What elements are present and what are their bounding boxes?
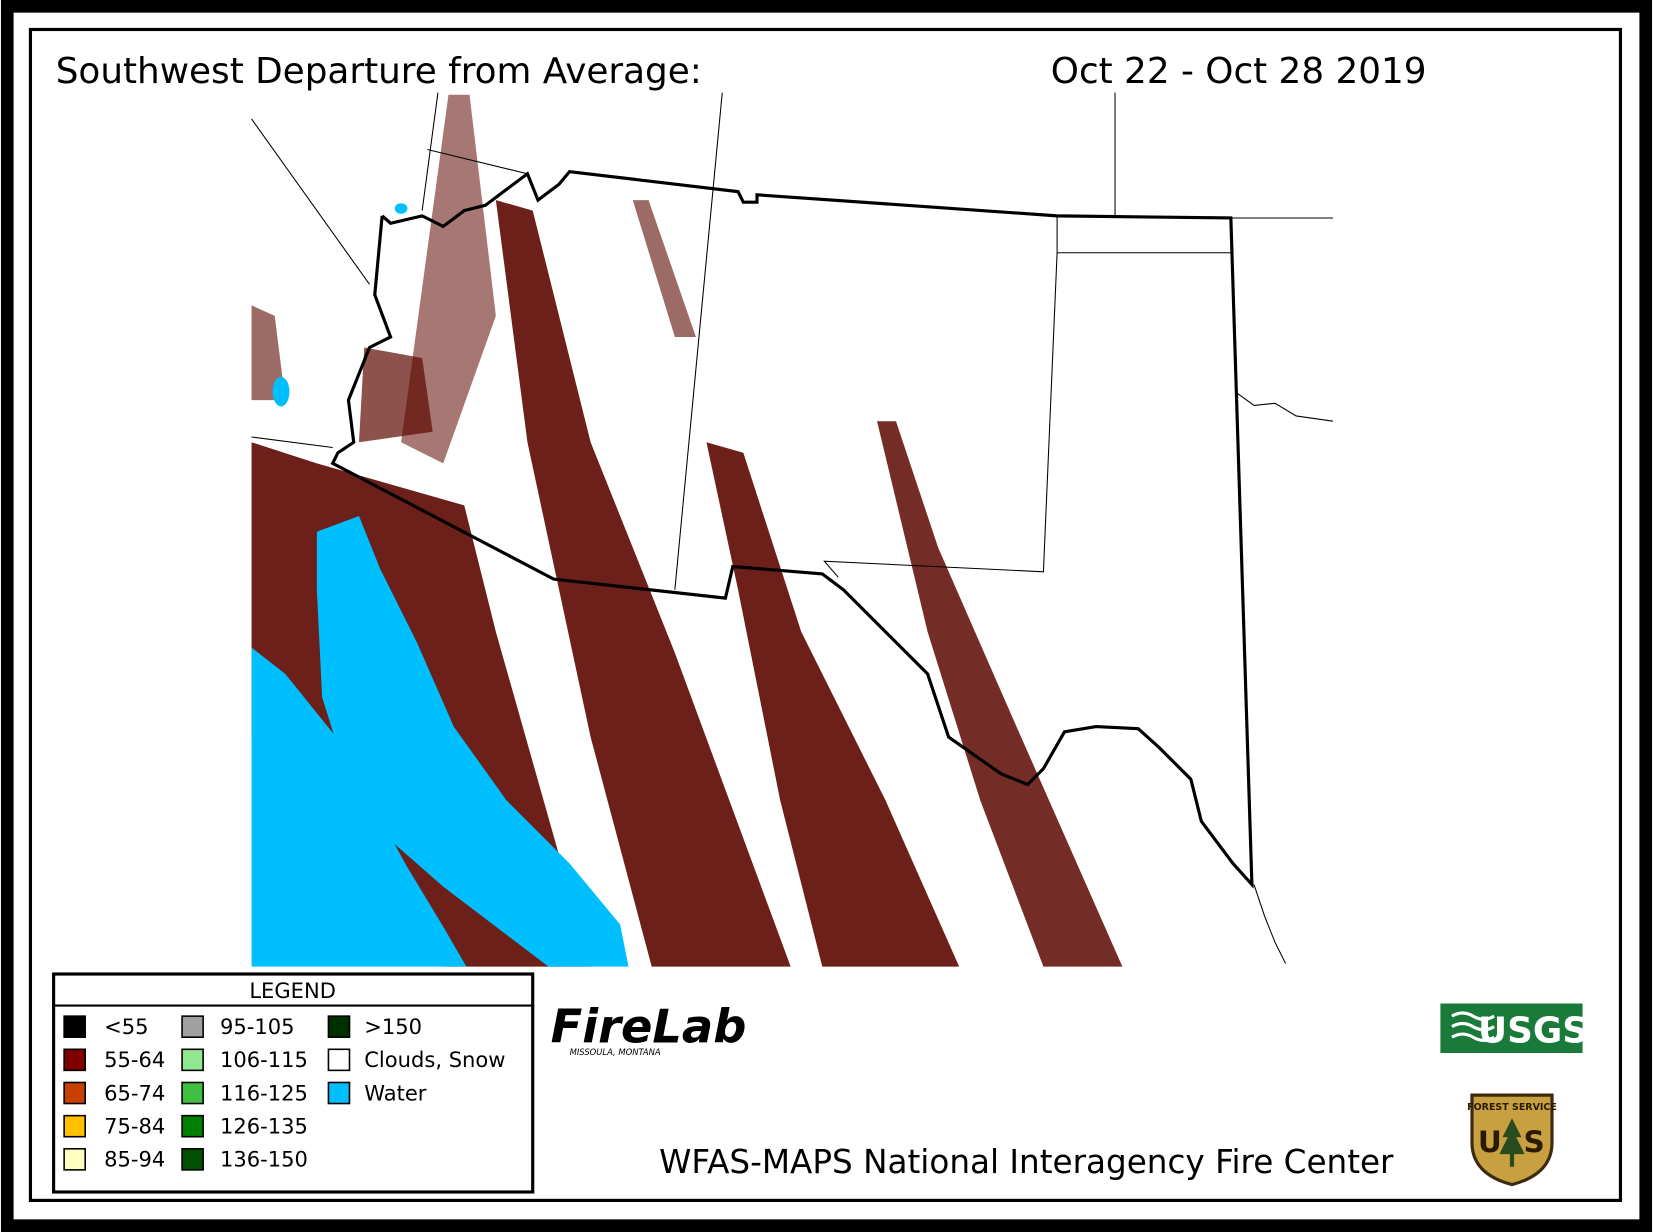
legend-label: 65-74	[104, 1080, 165, 1105]
legend-swatch	[181, 1148, 204, 1171]
legend-label: 75-84	[104, 1114, 165, 1139]
legend-swatch	[63, 1114, 86, 1138]
firelab-subtitle: MISSOULA, MONTANA	[570, 1047, 661, 1057]
legend-swatch	[63, 1015, 86, 1038]
legend-swatch	[63, 1148, 86, 1171]
border	[251, 436, 333, 449]
legend: LEGEND <55 55-64 65-74 75-84 85-94 95-105 106-…	[52, 972, 535, 1194]
legend-label: 116-125	[220, 1080, 308, 1105]
border	[251, 118, 370, 285]
logos: FireLab MISSOULA, MONTANA USGS FOREST SE…	[551, 999, 1588, 1187]
badge-right-letter: S	[1523, 1125, 1544, 1159]
legend-swatch	[63, 1048, 86, 1072]
border	[674, 92, 723, 590]
date-range: Oct 22 - Oct 28 2019	[1051, 51, 1427, 92]
swath	[358, 347, 433, 443]
water	[251, 203, 629, 967]
legend-swatch	[181, 1048, 204, 1072]
legend-label: Clouds, Snow	[364, 1047, 505, 1072]
border	[1056, 215, 1231, 254]
legend-label: 85-94	[104, 1147, 165, 1172]
legend-swatch	[327, 1048, 351, 1072]
usgs-waves	[1451, 1011, 1495, 1042]
pacific-ocean	[251, 647, 467, 967]
lake	[272, 376, 290, 407]
legend-label: Water	[364, 1080, 427, 1105]
swath	[495, 200, 791, 967]
border	[823, 252, 1058, 578]
inner-frame	[28, 27, 1623, 1202]
legend-swatch	[181, 1015, 204, 1038]
border	[421, 92, 439, 211]
badge-top-text: FOREST SERVICE	[1467, 1102, 1557, 1113]
legend-swatch	[181, 1114, 204, 1138]
legend-box	[52, 972, 535, 1194]
header: Southwest Departure from Average: Oct 22…	[56, 51, 1427, 92]
legend-label: 106-115	[220, 1047, 308, 1072]
usgs-logo: USGS	[1478, 1010, 1588, 1051]
legend-swatch	[327, 1015, 351, 1038]
legend-label: 136-150	[220, 1147, 308, 1172]
legend-swatch	[181, 1081, 204, 1105]
gulf-of-california	[316, 515, 629, 967]
badge-tree	[1499, 1118, 1525, 1167]
thick-borders	[330, 169, 1254, 889]
firelab-logo: FireLab	[551, 999, 747, 1053]
legend-label: 126-135	[220, 1114, 308, 1139]
map-area	[251, 92, 1334, 967]
southwest-boundary	[330, 169, 1254, 889]
legend-label: 55-64	[104, 1047, 165, 1072]
border	[427, 149, 528, 175]
map-title: Southwest Departure from Average:	[56, 51, 702, 92]
swath	[877, 421, 1123, 967]
swath	[706, 442, 960, 967]
border	[1253, 884, 1287, 964]
legend-label: 95-105	[220, 1014, 295, 1039]
lake	[394, 203, 408, 214]
legend-swatch	[327, 1081, 351, 1105]
legend-swatch	[63, 1081, 86, 1105]
swath	[632, 200, 696, 337]
border	[1234, 391, 1334, 422]
swath	[251, 305, 286, 401]
footer-credit: WFAS-MAPS National Interagency Fire Cent…	[659, 1143, 1394, 1181]
swath	[401, 94, 496, 464]
legend-label: >150	[364, 1014, 422, 1039]
legend-title: LEGEND	[249, 978, 336, 1003]
thin-borders	[251, 92, 1334, 964]
legend-label: <55	[104, 1014, 148, 1039]
badge-left-letter: U	[1478, 1125, 1502, 1159]
